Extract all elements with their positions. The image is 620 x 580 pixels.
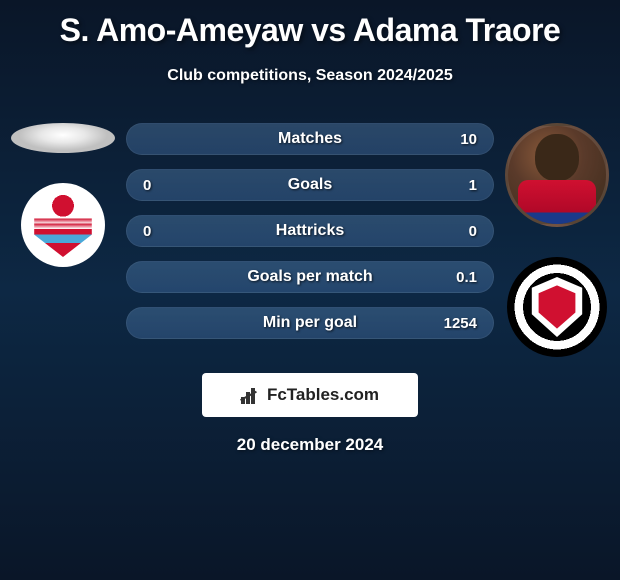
- stats-list: Matches 10 0 Goals 1 0 Hattricks 0 Goals…: [126, 123, 494, 339]
- stat-row-min-per-goal: Min per goal 1254: [126, 307, 494, 339]
- stat-label: Goals: [288, 176, 332, 194]
- player-right-photo-icon: [505, 123, 609, 227]
- bar-chart-icon: [241, 386, 261, 404]
- stat-row-goals: 0 Goals 1: [126, 169, 494, 201]
- stat-row-matches: Matches 10: [126, 123, 494, 155]
- stat-row-hattricks: 0 Hattricks 0: [126, 215, 494, 247]
- stat-label: Matches: [278, 130, 342, 148]
- brand-badge: FcTables.com: [202, 373, 418, 417]
- date-text: 20 december 2024: [0, 435, 620, 455]
- stat-label: Goals per match: [247, 268, 372, 286]
- stat-left-value: 0: [143, 177, 183, 194]
- fulham-badge-icon: [507, 257, 607, 357]
- stat-row-goals-per-match: Goals per match 0.1: [126, 261, 494, 293]
- southampton-badge-icon: [21, 183, 105, 267]
- stat-label: Hattricks: [276, 222, 344, 240]
- right-player-column: [502, 123, 612, 357]
- page-title: S. Amo-Ameyaw vs Adama Traore: [0, 0, 620, 49]
- left-player-column: [8, 123, 118, 267]
- stat-right-value: 10: [437, 131, 477, 148]
- stat-right-value: 1254: [437, 315, 477, 332]
- stat-label: Min per goal: [263, 314, 357, 332]
- player-left-photo-icon: [11, 123, 115, 153]
- brand-text: FcTables.com: [267, 385, 379, 405]
- comparison-content: Matches 10 0 Goals 1 0 Hattricks 0 Goals…: [0, 123, 620, 357]
- stat-right-value: 0.1: [437, 269, 477, 286]
- stat-left-value: 0: [143, 223, 183, 240]
- subtitle: Club competitions, Season 2024/2025: [0, 67, 620, 85]
- stat-right-value: 0: [437, 223, 477, 240]
- stat-right-value: 1: [437, 177, 477, 194]
